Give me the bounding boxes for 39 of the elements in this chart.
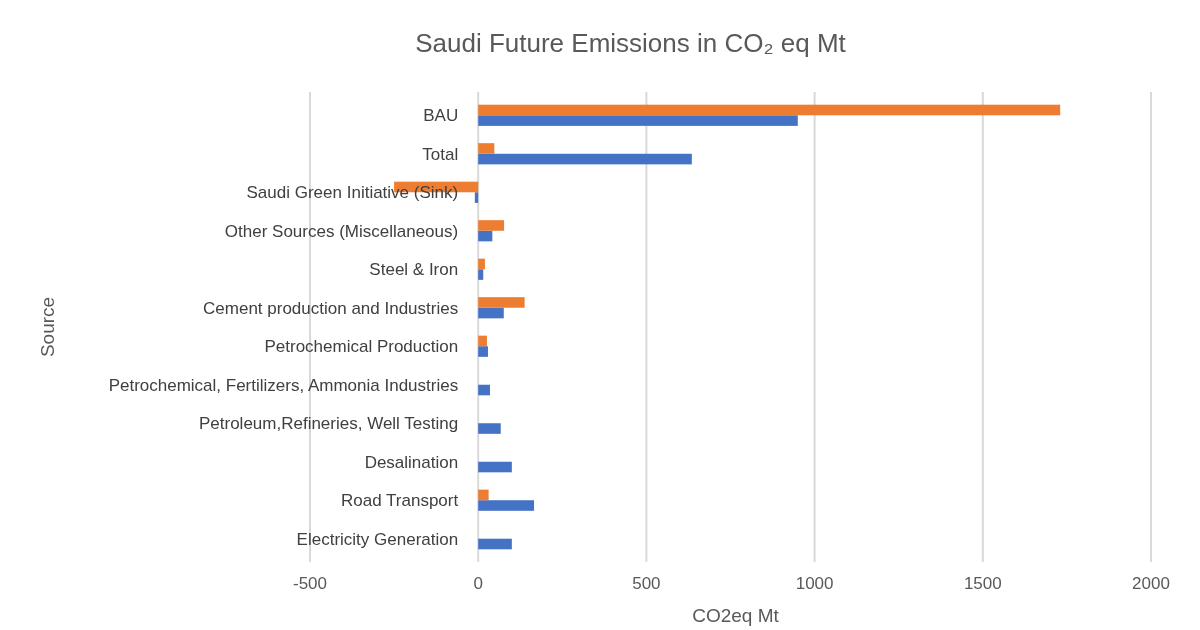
y-tick-label: BAU [423,106,459,126]
y-tick-label: Steel & Iron [369,260,459,280]
y-tick-label: Desalination [364,452,459,472]
bar [478,104,1061,116]
y-tick-label: Road Transport [341,491,459,511]
y-tick-label: Petrochemical Production [264,337,459,357]
bar [474,192,479,203]
bar [478,115,798,126]
bar [478,230,493,242]
bar [478,423,501,434]
bar [478,335,487,347]
y-tick-label: Petroleum,Refineries, Well Testing [198,414,459,434]
y-axis-title: Source [37,296,58,358]
bar [478,538,512,550]
bar [478,346,488,357]
bar [478,143,495,154]
x-tick-label: 0 [473,574,483,593]
bar [478,153,692,165]
bar [478,220,505,231]
x-tick-label: 1000 [795,574,834,593]
bar [478,258,485,270]
x-tick-label: -500 [292,574,328,593]
x-tick-label: 1500 [963,574,1002,593]
chart-title: Saudi Future Emissions in CO₂ eq Mt [415,28,847,58]
bar [478,489,489,501]
x-axis-title: CO2eq Mt [692,605,780,626]
bar [478,384,490,396]
bar [478,500,535,511]
y-tick-label: Other Sources (Miscellaneous) [224,221,459,241]
x-tick-label: 500 [632,574,661,593]
bar [478,297,525,308]
y-tick-label: Electricity Generation [296,529,459,549]
bar [478,461,512,473]
bar [478,269,484,280]
y-tick-label: Total [422,144,459,164]
x-tick-label: 2000 [1132,574,1170,593]
y-tick-label: Cement production and Industries [203,298,459,318]
bar [478,307,504,319]
y-tick-label: Petrochemical, Fertilizers, Ammonia Industries [108,375,459,395]
